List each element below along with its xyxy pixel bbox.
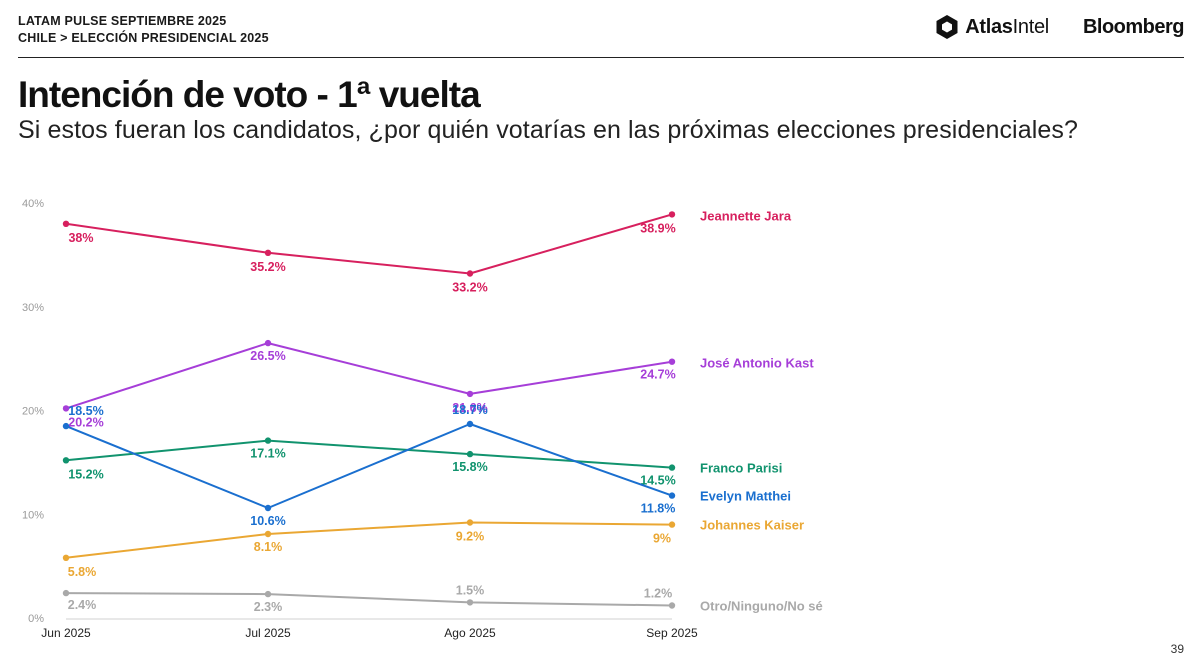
brand-logos: AtlasIntel Bloomberg: [935, 14, 1185, 40]
data-point: [264, 530, 272, 538]
data-point: [466, 599, 474, 606]
data-label: 20.2%: [68, 415, 103, 429]
atlasintel-logo-icon: [936, 15, 958, 39]
series-line: [65, 521, 673, 559]
series-line: [65, 592, 673, 607]
atlasintel-wordmark-regular: Intel: [1012, 15, 1050, 38]
data-label: 10.6%: [250, 514, 285, 528]
data-label: 1.2%: [644, 587, 673, 601]
x-tick-label: Jul 2025: [245, 626, 291, 640]
data-label: 15.2%: [68, 467, 103, 481]
data-label: 14.5%: [640, 474, 675, 488]
y-tick-label: 0%: [28, 613, 44, 625]
header-divider: [18, 57, 1184, 58]
x-tick-label: Ago 2025: [444, 626, 496, 640]
data-label: 5.8%: [68, 565, 97, 579]
y-tick-label: 30%: [22, 302, 44, 314]
data-point: [62, 405, 70, 412]
data-label: 11.8%: [641, 502, 676, 516]
data-point: [62, 422, 70, 430]
data-label: 17.1%: [250, 447, 285, 461]
series-name-label: Evelyn Matthei: [700, 489, 791, 504]
data-point: [264, 339, 272, 347]
data-point: [264, 504, 272, 512]
data-point: [466, 519, 474, 526]
chart-subtitle: Si estos fueran los candidatos, ¿por qui…: [18, 116, 1078, 144]
y-tick-label: 20%: [22, 406, 44, 418]
x-tick-label: Sep 2025: [646, 626, 698, 640]
data-label: 9%: [653, 532, 671, 546]
data-point: [668, 211, 676, 218]
data-point: [466, 390, 474, 398]
report-header: LATAM PULSE SEPTIEMBRE 2025 CHILE > ELEC…: [18, 13, 269, 47]
data-point: [668, 492, 676, 499]
chart-title: Intención de voto - 1ª vuelta: [18, 74, 481, 115]
data-point: [466, 450, 474, 458]
data-label: 35.2%: [250, 260, 285, 274]
data-point: [466, 420, 474, 428]
data-point: [668, 358, 676, 365]
data-label: 18.7%: [452, 403, 487, 417]
report-breadcrumb: CHILE > ELECCIÓN PRESIDENCIAL 2025: [18, 31, 269, 45]
series-line: [65, 342, 673, 410]
y-tick-label: 40%: [22, 198, 44, 210]
data-label: 24.7%: [640, 368, 675, 382]
data-point: [668, 464, 676, 471]
series-name-label: Franco Parisi: [700, 461, 782, 476]
atlasintel-logo: AtlasIntel: [935, 14, 1049, 40]
series-line: [65, 213, 673, 275]
data-label: 38.9%: [640, 221, 675, 235]
y-tick-label: 10%: [22, 509, 44, 521]
atlasintel-wordmark-bold: Atlas: [965, 15, 1013, 38]
data-point: [62, 457, 70, 464]
data-label: 26.5%: [250, 349, 285, 363]
data-point: [264, 249, 272, 256]
series-name-label: Jeannette Jara: [700, 208, 792, 223]
data-label: 8.1%: [254, 540, 283, 554]
bloomberg-logo: Bloomberg: [1082, 15, 1185, 38]
series-name-label: Johannes Kaiser: [700, 518, 804, 533]
data-point: [62, 554, 70, 561]
data-label: 2.3%: [254, 600, 283, 614]
report-kicker: LATAM PULSE SEPTIEMBRE 2025: [18, 14, 227, 28]
data-label: 2.4%: [68, 598, 97, 612]
data-label: 38%: [68, 231, 93, 245]
data-point: [62, 220, 70, 227]
data-point: [668, 521, 676, 528]
data-point: [62, 589, 70, 597]
data-label: 33.2%: [452, 281, 487, 295]
data-point: [264, 437, 272, 444]
data-point: [264, 590, 272, 598]
x-tick-label: Jun 2025: [41, 626, 91, 640]
data-label: 21.6%: [452, 401, 487, 415]
data-point: [466, 270, 474, 277]
series-name-label: José Antonio Kast: [700, 356, 814, 371]
data-label: 18.5%: [68, 404, 103, 418]
data-label: 1.5%: [456, 583, 485, 597]
page-number: 39: [1170, 642, 1184, 656]
series-name-label: Otro/Ninguno/No sé: [700, 599, 823, 614]
data-point: [668, 602, 676, 609]
data-label: 9.2%: [456, 530, 485, 544]
data-label: 15.8%: [452, 460, 487, 474]
series-line: [65, 423, 673, 509]
